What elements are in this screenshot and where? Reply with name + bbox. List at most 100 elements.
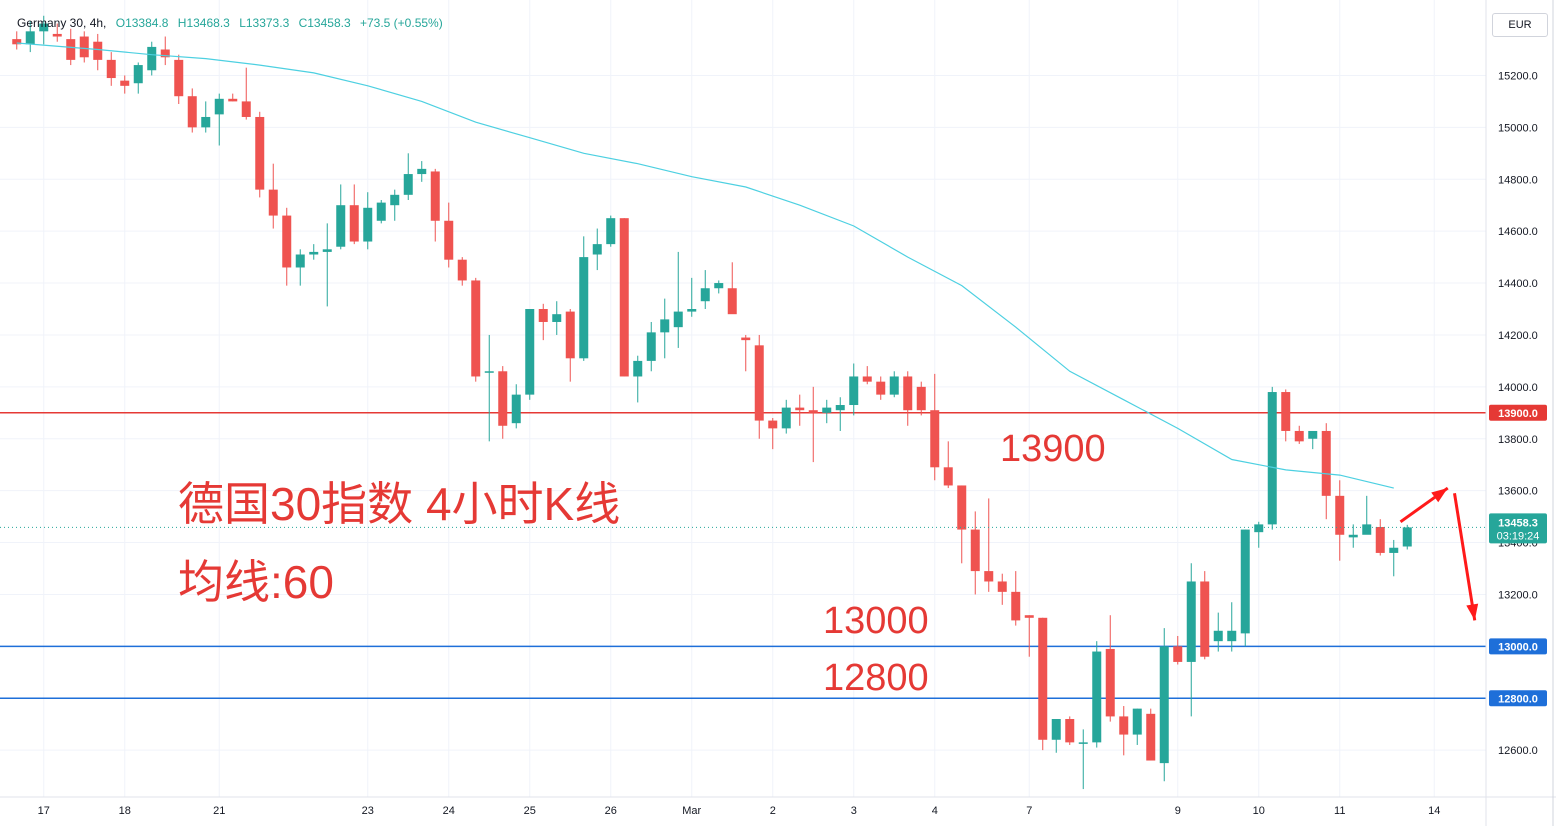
- candle-body: [295, 254, 305, 268]
- candle-body: [25, 31, 35, 45]
- candle-body: [1321, 430, 1331, 496]
- price-tick-label: 14800.0: [1498, 174, 1538, 186]
- candle-body: [133, 65, 143, 84]
- candle: [592, 228, 602, 271]
- forecast-arrow-head: [1431, 488, 1448, 503]
- level-tag-bg: [1489, 404, 1547, 421]
- time-tick-label: 21: [213, 805, 225, 817]
- legend-open: O13384.8: [115, 16, 169, 30]
- candle: [160, 36, 170, 66]
- legend-symbol[interactable]: Germany 30, 4h,: [17, 16, 107, 30]
- candle: [79, 31, 89, 63]
- legend-high: H13468.3: [177, 16, 230, 30]
- bar-countdown: 03:19:24: [1497, 530, 1540, 542]
- candle: [781, 399, 791, 434]
- candle: [376, 200, 386, 224]
- time-tick-label: 7: [1026, 805, 1032, 817]
- time-tick-label: 2: [770, 805, 776, 817]
- candle-body: [1024, 615, 1034, 618]
- candle-body: [1200, 581, 1210, 657]
- candle: [1132, 708, 1142, 745]
- candle-body: [552, 314, 562, 322]
- candle: [228, 93, 238, 102]
- time-tick-label: 23: [362, 805, 374, 817]
- candle-body: [876, 381, 886, 395]
- candle: [727, 262, 737, 315]
- candle: [984, 498, 994, 592]
- candle-body: [1173, 646, 1183, 662]
- candle: [349, 184, 359, 245]
- candle-body: [201, 116, 211, 128]
- candle-body: [943, 467, 953, 486]
- candle-body: [957, 485, 967, 530]
- candle-body: [916, 386, 926, 411]
- candle-body: [727, 288, 737, 315]
- level-tag-13000: 13000.0: [1489, 638, 1547, 655]
- candle-body: [471, 280, 481, 377]
- candle-body: [511, 394, 521, 424]
- candle: [862, 366, 872, 385]
- candle-body: [795, 407, 805, 411]
- candle-body: [1375, 526, 1385, 553]
- candle: [430, 168, 440, 242]
- time-tick-label: 14: [1428, 805, 1440, 817]
- candle: [606, 215, 616, 247]
- candle: [255, 111, 265, 198]
- candle: [646, 321, 656, 372]
- candle: [579, 236, 589, 361]
- legend-close: C13458.3: [298, 16, 351, 30]
- candle-body: [1038, 617, 1048, 740]
- candle-body: [282, 215, 292, 268]
- candle: [403, 153, 413, 201]
- candle: [997, 573, 1007, 605]
- candle-body: [1186, 581, 1196, 662]
- candle-body: [268, 189, 278, 216]
- time-tick-label: Mar: [682, 805, 701, 817]
- candle: [930, 373, 940, 481]
- chart-annotation-title: 德国30指数 4小时K线: [178, 478, 621, 530]
- candle: [1402, 524, 1412, 550]
- level-tag-label: 12800.0: [1498, 693, 1538, 705]
- candle-body: [633, 360, 643, 377]
- candle: [498, 366, 508, 439]
- candle: [187, 88, 197, 133]
- candle: [1335, 480, 1345, 561]
- candle: [1186, 563, 1196, 717]
- candle-body: [228, 98, 238, 102]
- candle-body: [430, 171, 440, 221]
- candle: [147, 41, 157, 76]
- candle: [417, 161, 427, 182]
- candle-body: [1308, 430, 1318, 439]
- time-axis[interactable]: 17 18 21 23 24 25 26 Mar 2 3 4 7 9 10 11 14: [38, 805, 1441, 817]
- candle: [1389, 539, 1399, 577]
- time-tick-label: 4: [932, 805, 938, 817]
- level-annotation-13000: 13000: [823, 600, 929, 642]
- candle-body: [1281, 392, 1291, 431]
- candle-body: [1335, 495, 1345, 535]
- candle-body: [1254, 524, 1264, 533]
- candle: [1024, 615, 1034, 657]
- level-tag-12800: 12800.0: [1489, 690, 1547, 707]
- price-tick-label: 15200.0: [1498, 70, 1538, 82]
- candle: [336, 184, 346, 250]
- candle: [1200, 571, 1210, 660]
- candle: [484, 334, 494, 442]
- candle-body: [1051, 719, 1061, 740]
- price-tick-label: 12600.0: [1498, 745, 1538, 757]
- candle-body: [862, 376, 872, 382]
- level-annotation-12800: 12800: [823, 657, 929, 699]
- candle-body: [619, 218, 629, 377]
- candle-body: [1389, 547, 1399, 553]
- candle-body: [997, 581, 1007, 592]
- currency-button[interactable]: EUR: [1492, 13, 1548, 37]
- level-tag-bg: [1489, 638, 1547, 655]
- candle: [687, 277, 697, 317]
- candle-body: [538, 309, 548, 322]
- candle-body: [1132, 708, 1142, 735]
- candle: [1254, 521, 1264, 548]
- candle: [1362, 495, 1372, 535]
- candle-body: [822, 407, 832, 413]
- candle: [795, 394, 805, 426]
- candle: [363, 192, 373, 250]
- candle-body: [1348, 534, 1358, 538]
